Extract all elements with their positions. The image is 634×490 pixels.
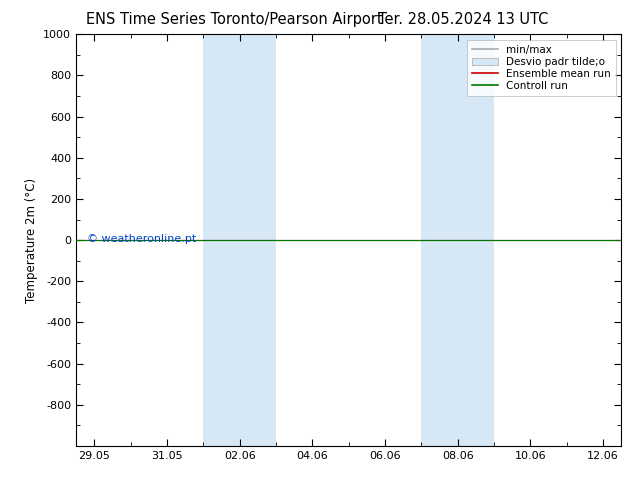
Legend: min/max, Desvio padr tilde;o, Ensemble mean run, Controll run: min/max, Desvio padr tilde;o, Ensemble m… (467, 40, 616, 96)
Bar (204, 34, 276, 446)
Text: ENS Time Series Toronto/Pearson Airport: ENS Time Series Toronto/Pearson Airport (86, 12, 383, 27)
Bar (422, 34, 494, 446)
Y-axis label: Temperature 2m (°C): Temperature 2m (°C) (25, 177, 37, 303)
Text: Ter. 28.05.2024 13 UTC: Ter. 28.05.2024 13 UTC (378, 12, 548, 27)
Text: © weatheronline.pt: © weatheronline.pt (87, 234, 197, 244)
